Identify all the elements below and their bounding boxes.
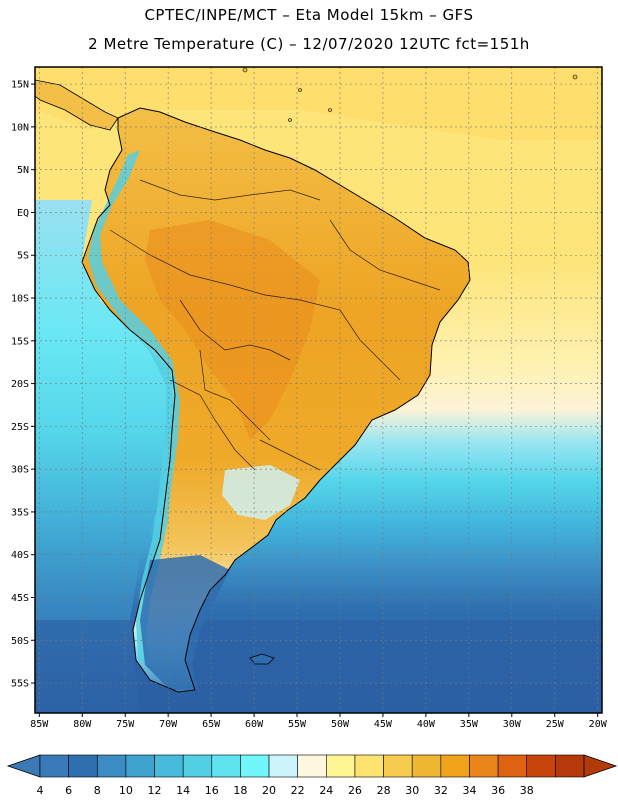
- colorbar-swatch: [39, 754, 69, 778]
- colorbar-swatch: [440, 754, 470, 778]
- colorbar-swatch: [526, 754, 556, 778]
- lon-tick-label: 40W: [417, 719, 436, 730]
- lon-tick-label: 60W: [245, 719, 264, 730]
- colorbar-label: 12: [148, 784, 162, 797]
- lon-tick-label: 20W: [589, 719, 608, 730]
- patagonia-cold-region: [140, 555, 230, 690]
- colorbar-swatch: [68, 754, 98, 778]
- colorbar-label: 6: [65, 784, 72, 797]
- lat-tick-label: 25S: [11, 422, 29, 433]
- pacific-ocean: [35, 200, 175, 713]
- lat-tick-label: 30S: [11, 465, 29, 476]
- lat-tick-label: 10N: [11, 122, 29, 133]
- lon-tick-label: 35W: [460, 719, 479, 730]
- colorbar-swatch: [497, 754, 528, 778]
- lat-tick-label: 50S: [11, 636, 29, 647]
- colorbar-swatch: [268, 754, 298, 778]
- colorbar-label: 18: [233, 784, 247, 797]
- colorbar-label: 14: [176, 784, 190, 797]
- lat-tick-label: 35S: [11, 507, 29, 518]
- lon-tick-label: 50W: [331, 719, 350, 730]
- colorbar-swatch: [383, 754, 413, 778]
- lat-tick-label: 45S: [11, 593, 29, 604]
- colorbar-swatch: [411, 754, 442, 778]
- colorbar-swatch: [211, 754, 241, 778]
- colorbar-swatch: [240, 754, 270, 778]
- lat-tick-label: 5N: [17, 165, 29, 176]
- caribbean-sea: [35, 67, 602, 140]
- colorbar-label: 4: [37, 784, 44, 797]
- hot-interior-region: [145, 220, 320, 440]
- colorbar-swatch: [125, 754, 155, 778]
- andes-cool-strip: [88, 150, 180, 670]
- colorbar-swatch: [297, 754, 327, 778]
- lat-tick-label: 5S: [17, 251, 29, 262]
- map-frame: [34, 66, 603, 714]
- title-line-1: CPTEC/INPE/MCT – Eta Model 15km – GFS: [144, 6, 474, 24]
- colorbar-label: 8: [94, 784, 101, 797]
- colorbar-label: 30: [405, 784, 419, 797]
- colorbar-under-arrow: [6, 754, 41, 778]
- lon-tick-label: 45W: [374, 719, 393, 730]
- lat-tick-label: 10S: [11, 294, 29, 305]
- colorbar-swatch: [96, 754, 127, 778]
- longitude-axis: 85W 80W 75W 70W 65W 60W 55W 50W 45W 40W 35W 30W 25W 2…: [30, 713, 608, 730]
- lon-tick-label: 65W: [202, 719, 221, 730]
- lat-tick-label: 15N: [11, 80, 29, 91]
- central-america: [35, 79, 119, 131]
- colorbar-label: 32: [434, 784, 448, 797]
- pampas-cool-region: [222, 465, 300, 520]
- lat-tick-label: 40S: [11, 550, 29, 561]
- colorbar-label: 24: [319, 784, 333, 797]
- colorbar-label: 20: [262, 784, 276, 797]
- colorbar-label: 38: [520, 784, 534, 797]
- colorbar-swatch: [354, 754, 384, 778]
- lon-tick-label: 85W: [30, 719, 49, 730]
- colorbar: 4 6 8 10 12 14 16 18 20 22 24 26 28 30 32 34 36 38: [6, 754, 618, 797]
- title-line-2: 2 Metre Temperature (C) – 12/07/2020 12U…: [88, 35, 530, 53]
- colorbar-label: 36: [491, 784, 505, 797]
- lat-tick-label: 15S: [11, 336, 29, 347]
- lon-tick-label: 30W: [503, 719, 522, 730]
- lat-tick-label: 55S: [11, 679, 29, 690]
- colorbar-swatch: [469, 754, 499, 778]
- lat-tick-label: 20S: [11, 379, 29, 390]
- colorbar-swatch: [326, 754, 356, 778]
- colorbar-over-arrow: [583, 754, 618, 778]
- southern-ocean: [35, 620, 602, 713]
- colorbar-swatch: [182, 754, 213, 778]
- colorbar-label: 26: [348, 784, 362, 797]
- country-borders: [109, 179, 441, 471]
- lon-tick-label: 70W: [159, 719, 178, 730]
- colorbar-label: 22: [291, 784, 305, 797]
- lon-tick-label: 80W: [73, 719, 92, 730]
- lon-tick-label: 75W: [116, 719, 135, 730]
- lat-tick-label: EQ: [17, 208, 29, 219]
- caribbean-islands: [242, 67, 578, 122]
- colorbar-swatch: [555, 754, 585, 778]
- colorbar-label: 16: [205, 784, 219, 797]
- coastline: [81, 107, 471, 693]
- colorbar-swatch: [154, 754, 184, 778]
- latitude-axis: 15N 10N 5N EQ 5S 10S 15S 20S 25S 30S 35S 40S 45S 50S 5…: [11, 80, 35, 690]
- lon-tick-label: 55W: [288, 719, 307, 730]
- colorbar-label: 34: [462, 784, 476, 797]
- lon-tick-label: 25W: [546, 719, 565, 730]
- colorbar-label: 28: [377, 784, 391, 797]
- colorbar-label: 10: [119, 784, 133, 797]
